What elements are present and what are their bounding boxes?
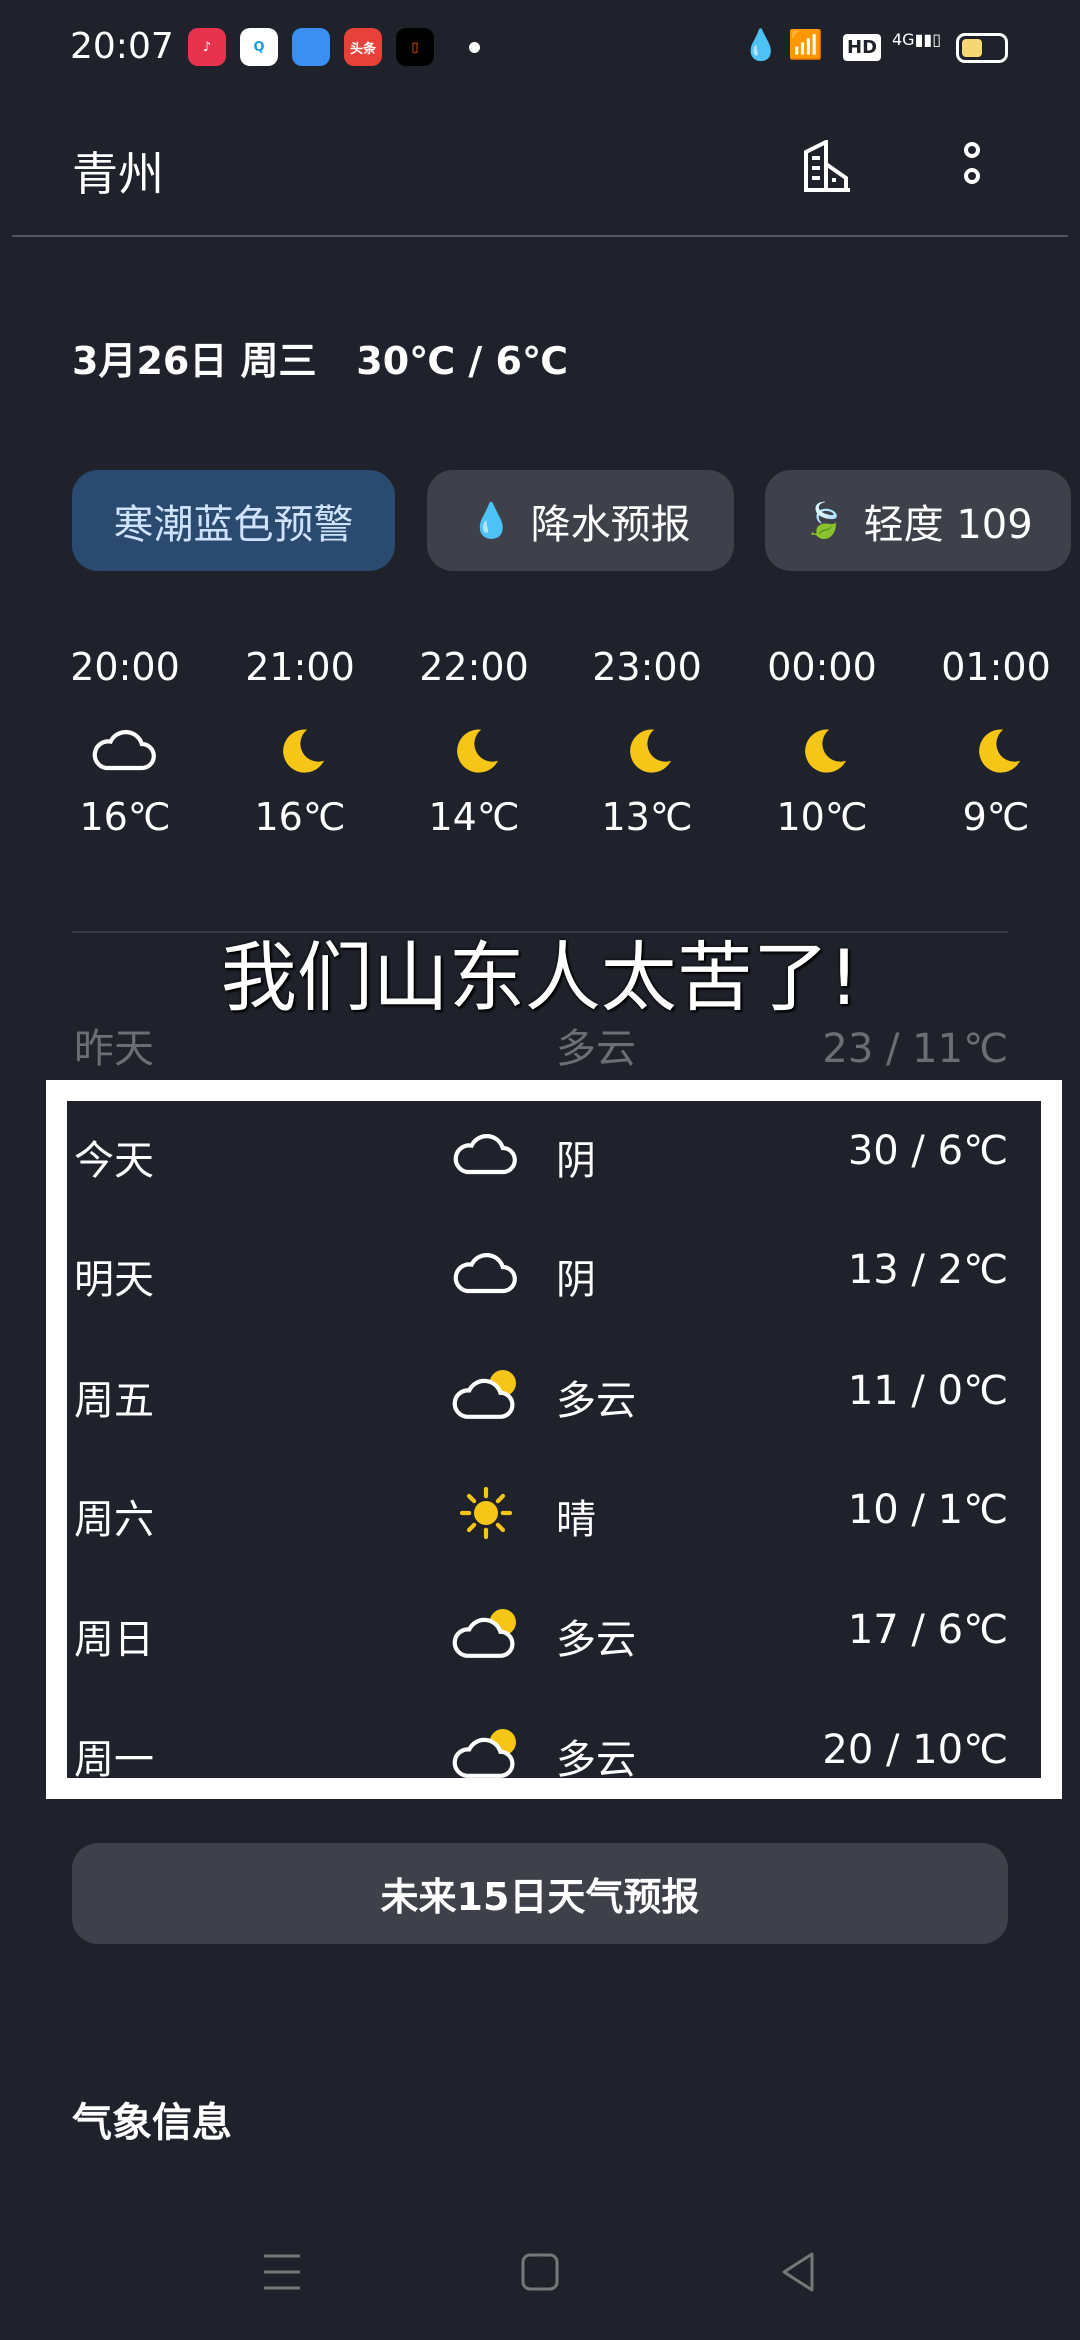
temp: 23 / 11℃	[822, 1026, 1008, 1072]
daily-row[interactable]: 明天 阴 13 / 2℃	[0, 1237, 1080, 1307]
caption-overlay: 我们山东人太苦了!	[220, 933, 860, 1022]
hd-icon: HD	[843, 34, 882, 61]
hour-item: 20:00 16℃	[40, 645, 210, 839]
moon-icon	[283, 729, 324, 773]
hour-temp: 16℃	[79, 795, 171, 839]
hour-time: 21:00	[245, 645, 355, 689]
home-nav-icon[interactable]	[520, 2250, 560, 2294]
cloud-icon	[92, 730, 156, 771]
section-divider	[72, 931, 1008, 933]
hour-temp: 13℃	[601, 795, 693, 839]
hour-item: 01:00 9℃	[911, 645, 1080, 839]
temp-range: 10 / 1℃	[847, 1487, 1008, 1533]
more-icon[interactable]	[960, 140, 984, 192]
cloud-icon	[453, 1253, 517, 1294]
temp-range: 11 / 0℃	[847, 1368, 1008, 1414]
menu-nav-icon[interactable]	[262, 2250, 302, 2294]
hour-item: 21:00 16℃	[215, 645, 385, 839]
notification-dot-icon	[469, 42, 480, 53]
daily-row[interactable]: 周日 多云 17 / 6℃	[0, 1597, 1080, 1667]
toutiao-app-icon: 头条	[344, 28, 382, 66]
condition: 多云	[556, 1617, 636, 1663]
date: 3月26日 周三	[72, 339, 317, 383]
chip-label: 寒潮蓝色预警	[113, 501, 354, 548]
moon-icon	[630, 729, 671, 773]
signal-4g-icon: 4G▮▮▯	[892, 30, 941, 49]
hour-time: 00:00	[767, 645, 877, 689]
condition: 阴	[556, 1257, 596, 1303]
hour-time: 22:00	[419, 645, 529, 689]
day-label: 周五	[74, 1378, 154, 1424]
day-label: 周一	[74, 1737, 154, 1783]
section-title: 气象信息	[72, 2100, 232, 2146]
temp-range: 13 / 2℃	[847, 1247, 1008, 1293]
cloud-icon	[453, 1134, 517, 1175]
precipitation-chip[interactable]: 💧 降水预报	[427, 470, 734, 571]
drop-icon: 💧	[742, 28, 780, 63]
daily-forecast-panel	[67, 1101, 1041, 1778]
hour-item: 23:00 13℃	[562, 645, 732, 839]
day-label: 今天	[74, 1138, 154, 1184]
hour-time: 23:00	[592, 645, 702, 689]
drop-icon: 💧	[470, 500, 513, 541]
day-label: 周六	[74, 1497, 154, 1543]
day-label: 明天	[74, 1257, 154, 1303]
leaf-icon: 🍃	[803, 500, 846, 541]
hour-item: 00:00 10℃	[737, 645, 907, 839]
hour-item: 22:00 14℃	[389, 645, 559, 839]
temp-range: 30 / 6℃	[847, 1128, 1008, 1174]
daily-row[interactable]: 今天 阴 30 / 6℃	[0, 1118, 1080, 1188]
temp-range: 17 / 6℃	[847, 1607, 1008, 1653]
clock: 20:07	[70, 26, 174, 67]
hour-time: 20:00	[70, 645, 180, 689]
battery-icon	[956, 33, 1008, 63]
temp-range: 30℃ / 6℃	[356, 339, 568, 383]
status-bar: 20:07 ♪ Q 头条 ▯ 💧 📶 HD 4G▮▮▯	[0, 0, 1080, 96]
back-nav-icon[interactable]	[778, 2250, 818, 2294]
condition: 多云	[556, 1737, 636, 1783]
air-quality-chip[interactable]: 🍃 轻度 109	[765, 470, 1071, 571]
condition: 晴	[556, 1497, 596, 1543]
wifi-icon: 📶	[788, 28, 823, 61]
condition: 多云	[556, 1378, 636, 1424]
daily-row[interactable]: 周六 晴 10 / 1℃	[0, 1477, 1080, 1547]
app-icon: ▯	[396, 28, 434, 66]
moon-icon	[805, 729, 846, 773]
city-title: 青州	[72, 147, 164, 201]
date-summary: 3月26日 周三 30℃ / 6℃	[72, 330, 568, 385]
chip-label: 轻度 109	[863, 501, 1033, 548]
hour-temp: 10℃	[776, 795, 868, 839]
daily-row[interactable]: 周五 多云 11 / 0℃	[0, 1358, 1080, 1428]
condition: 多云	[556, 1026, 636, 1072]
day-label: 昨天	[74, 1026, 154, 1072]
hour-time: 01:00	[941, 645, 1051, 689]
partly-cloudy-icon	[452, 1370, 516, 1419]
cold-wave-warning-chip[interactable]: 寒潮蓝色预警	[72, 470, 395, 571]
moon-icon	[979, 729, 1020, 773]
hour-temp: 16℃	[254, 795, 346, 839]
daily-row[interactable]: 周一 多云 20 / 10℃	[0, 1717, 1080, 1787]
hour-temp: 9℃	[962, 795, 1030, 839]
sun-icon	[459, 1486, 513, 1540]
chip-label: 降水预报	[530, 501, 691, 548]
header-divider	[12, 235, 1068, 237]
temp-range: 20 / 10℃	[822, 1727, 1008, 1773]
music-app-icon: ♪	[188, 28, 226, 66]
day-label: 周日	[74, 1617, 154, 1663]
browser-app-icon	[292, 28, 330, 66]
hour-temp: 14℃	[428, 795, 520, 839]
partly-cloudy-icon	[452, 1609, 516, 1658]
partly-cloudy-icon	[452, 1729, 516, 1778]
condition: 阴	[556, 1138, 596, 1184]
building-icon[interactable]	[802, 140, 856, 194]
15-day-forecast-button[interactable]: 未来15日天气预报	[72, 1843, 1008, 1944]
yesterday-row: 昨天 多云 23 / 11℃	[72, 1024, 1008, 1074]
moon-icon	[457, 729, 498, 773]
search-app-icon: Q	[240, 28, 278, 66]
